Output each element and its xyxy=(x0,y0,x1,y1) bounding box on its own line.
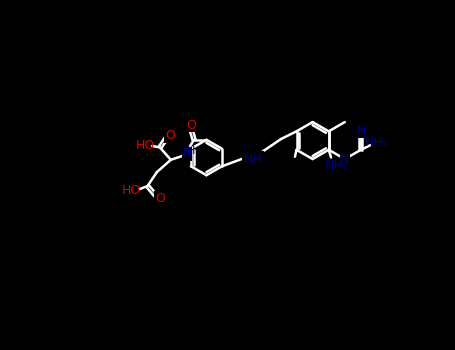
Text: N: N xyxy=(340,153,349,166)
Text: HO: HO xyxy=(136,139,155,153)
Text: H: H xyxy=(187,146,195,155)
Text: NH₂: NH₂ xyxy=(324,159,349,172)
Text: N: N xyxy=(356,125,366,138)
Text: N: N xyxy=(182,147,192,160)
Text: O: O xyxy=(186,119,196,132)
Text: NH: NH xyxy=(243,153,263,166)
Text: O: O xyxy=(155,192,165,205)
Text: O: O xyxy=(165,130,175,142)
Text: NH₂: NH₂ xyxy=(364,135,388,149)
Text: HO: HO xyxy=(121,184,141,197)
